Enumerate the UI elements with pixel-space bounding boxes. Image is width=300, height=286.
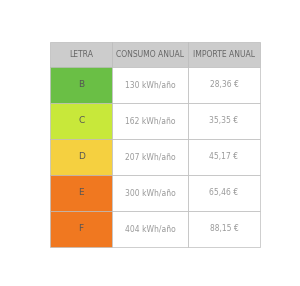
Text: 404 kWh/año: 404 kWh/año — [125, 224, 176, 233]
Bar — [50, 211, 112, 247]
Bar — [188, 42, 260, 67]
Bar — [188, 211, 260, 247]
Text: 65,46 €: 65,46 € — [209, 188, 238, 197]
Text: LETRA: LETRA — [69, 50, 93, 59]
Text: 45,17 €: 45,17 € — [209, 152, 238, 161]
Bar — [50, 175, 112, 211]
Text: 162 kWh/año: 162 kWh/año — [125, 116, 176, 125]
Bar — [112, 175, 188, 211]
Bar — [112, 67, 188, 103]
Bar — [50, 42, 112, 67]
Bar — [188, 139, 260, 175]
Text: B: B — [78, 80, 84, 89]
Bar — [188, 103, 260, 139]
Bar — [50, 103, 112, 139]
Bar — [50, 67, 112, 103]
Text: 88,15 €: 88,15 € — [210, 224, 238, 233]
Text: D: D — [78, 152, 85, 161]
Text: 28,36 €: 28,36 € — [209, 80, 238, 89]
Bar — [50, 139, 112, 175]
Text: E: E — [78, 188, 84, 197]
Text: CONSUMO ANUAL: CONSUMO ANUAL — [116, 50, 184, 59]
Text: 207 kWh/año: 207 kWh/año — [125, 152, 176, 161]
Bar — [188, 67, 260, 103]
Text: C: C — [78, 116, 84, 125]
Text: F: F — [79, 224, 84, 233]
Bar — [112, 42, 188, 67]
Text: 130 kWh/año: 130 kWh/año — [125, 80, 176, 89]
Text: IMPORTE ANUAL: IMPORTE ANUAL — [193, 50, 255, 59]
Bar — [188, 175, 260, 211]
Text: 300 kWh/año: 300 kWh/año — [125, 188, 176, 197]
Bar — [112, 103, 188, 139]
Bar — [112, 211, 188, 247]
Text: 35,35 €: 35,35 € — [209, 116, 238, 125]
Bar — [112, 139, 188, 175]
